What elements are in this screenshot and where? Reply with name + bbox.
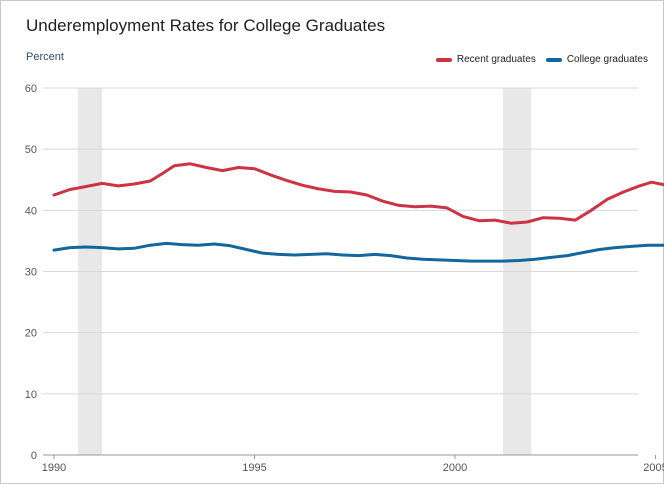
y-tick-label-30: 30 xyxy=(25,267,37,279)
y-tick-label-10: 10 xyxy=(25,389,37,401)
y-tick-label-60: 60 xyxy=(25,83,37,95)
series-line-college-graduates xyxy=(52,241,664,263)
legend-item-college: College graduates xyxy=(545,54,648,65)
legend-swatch-college xyxy=(545,57,562,62)
y-tick-label-0: 0 xyxy=(31,450,37,462)
legend-item-recent: Recent graduates xyxy=(435,54,536,65)
x-tick-label-1995: 1995 xyxy=(242,462,266,474)
legend-label-recent: Recent graduates xyxy=(456,54,536,65)
legend-swatch-recent xyxy=(435,57,452,62)
y-tick-label-50: 50 xyxy=(25,144,37,156)
x-tick-label-2005: 2005 xyxy=(643,462,664,474)
y-tick-label-20: 20 xyxy=(25,328,37,340)
legend-label-college: College graduates xyxy=(566,54,648,65)
series-line-recent-graduates xyxy=(52,162,664,225)
x-tick-label-2000: 2000 xyxy=(443,462,467,474)
chart-title: Underemployment Rates for College Gradua… xyxy=(26,16,386,35)
y-tick-label-40: 40 xyxy=(25,205,37,217)
x-tick-label-1990: 1990 xyxy=(42,462,66,474)
y-axis-label: Percent xyxy=(26,51,64,63)
legend: Recent graduates College graduates xyxy=(435,54,648,65)
